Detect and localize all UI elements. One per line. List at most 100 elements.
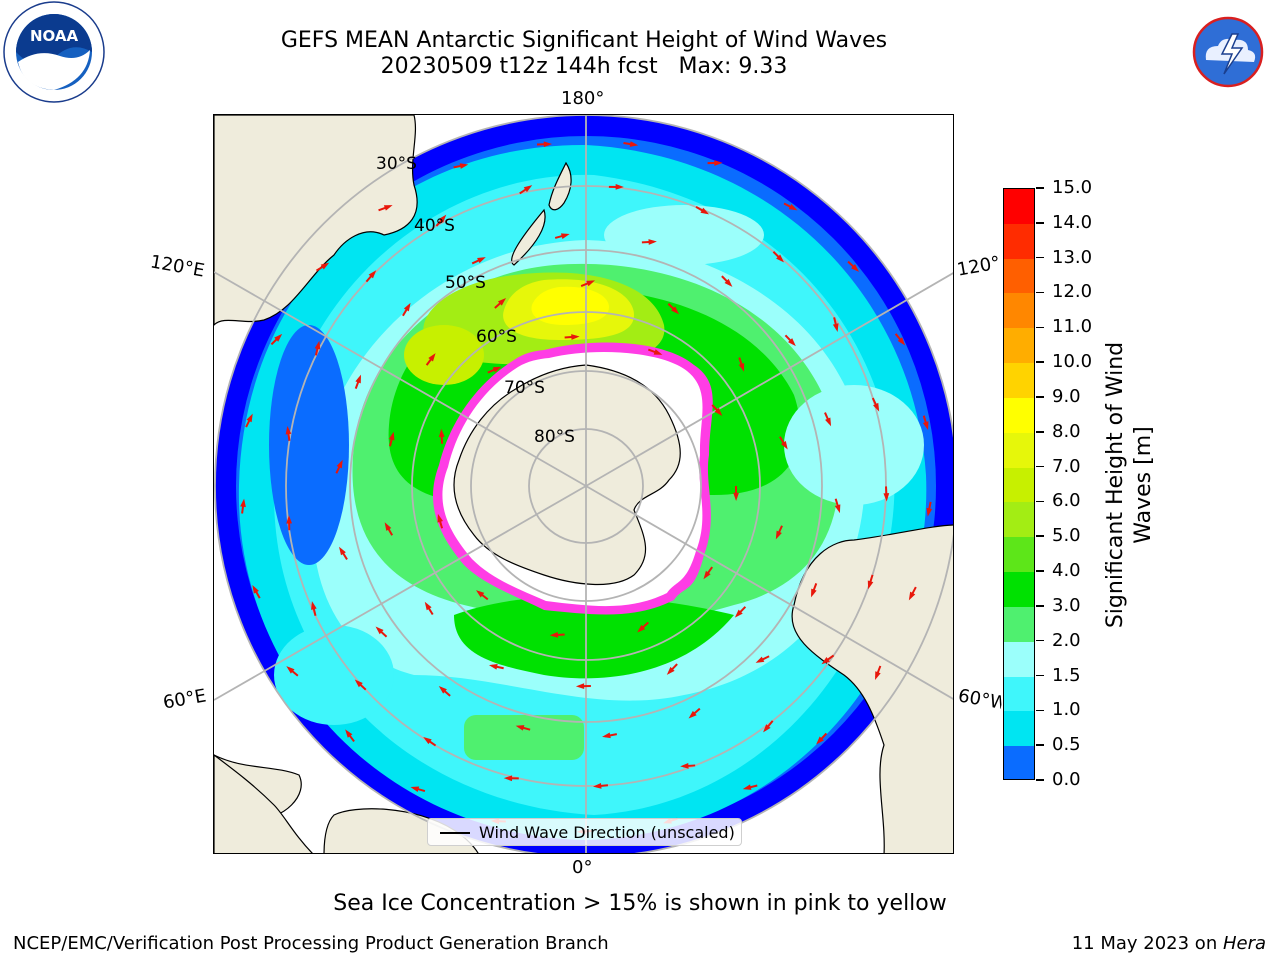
colorbar-segment: [1004, 676, 1034, 712]
colorbar-tick: [1036, 500, 1044, 503]
colorbar-tick: [1036, 570, 1044, 572]
colorbar-segment: [1004, 189, 1034, 225]
wind-wave-arrowhead: [714, 407, 723, 416]
colorbar-segment: [1004, 432, 1034, 469]
wind-wave-arrowhead: [571, 334, 580, 340]
colorbar: [1003, 188, 1035, 780]
colorbar-tick: [1036, 361, 1044, 363]
lon-label-120w: 120°W: [955, 252, 1003, 281]
colorbar-tick: [1036, 326, 1044, 329]
map-legend: Wind Wave Direction (unscaled): [427, 818, 742, 846]
wind-wave-arrowhead: [780, 440, 788, 450]
lat-label-50s: 50°S: [445, 273, 486, 293]
wind-wave-arrowhead: [575, 683, 585, 689]
colorbar-tick-label: 11.0: [1052, 316, 1093, 338]
colorbar-tick-label: 0.0: [1052, 769, 1081, 790]
sea-ice-note: Sea Ice Concentration > 15% is shown in …: [333, 891, 947, 916]
wind-wave-arrowhead: [240, 498, 246, 508]
colorbar-segment: [1004, 258, 1034, 295]
lat-label-70s: 70°S: [504, 378, 545, 398]
colorbar-tick: [1036, 605, 1044, 607]
wave-band-3m-patch: [464, 715, 584, 760]
wind-wave-arrowhead: [438, 428, 445, 438]
colorbar-tick-label: 1.0: [1052, 699, 1081, 721]
lon-label-120e: 120°E: [148, 251, 207, 282]
wind-wave-arrowhead: [775, 530, 782, 540]
wind-wave-arrowhead: [666, 666, 675, 675]
wind-wave-arrowhead: [734, 609, 743, 618]
colorbar-title: Significant Height of Wind Waves [m]: [1103, 341, 1156, 629]
colorbar-tick-label: 8.0: [1052, 420, 1081, 442]
wind-wave-arrowhead: [629, 141, 639, 147]
wind-wave-arrows: [240, 141, 933, 835]
wind-wave-arrowhead: [403, 302, 411, 312]
wind-wave-arrowhead: [922, 421, 929, 431]
colorbar-tick-label: 2.0: [1052, 629, 1081, 651]
lat-label-80s: 80°S: [534, 427, 575, 447]
wind-wave-arrowhead: [339, 546, 346, 556]
colorbar-tick: [1036, 465, 1044, 468]
wind-wave-arrowhead: [680, 763, 689, 769]
map-subtitle: 20230509 t12z 144h fcst Max: 9.33: [380, 54, 788, 79]
colorbar-tick: [1036, 431, 1044, 433]
wind-wave-arrowhead: [602, 732, 611, 739]
colorbar-tick-label: 6.0: [1052, 490, 1081, 512]
wind-wave-arrowhead: [714, 160, 723, 166]
colorbar-tick: [1036, 256, 1044, 259]
wind-wave-arrowhead: [825, 417, 832, 427]
wind-wave-arrowhead: [811, 588, 817, 598]
lon-label-180: 180°: [561, 88, 605, 109]
wind-wave-arrowhead: [549, 632, 559, 638]
colorbar-tick-label: 15.0: [1052, 177, 1093, 198]
colorbar-segment: [1004, 223, 1034, 260]
wind-wave-arrowhead: [492, 366, 502, 373]
colorbar-tick-label: 13.0: [1052, 246, 1093, 268]
wind-wave-arrowhead: [688, 710, 697, 719]
colorbar-segment: [1004, 363, 1034, 399]
wind-wave-arrowhead: [755, 656, 765, 663]
noaa-logo: NOAA: [3, 1, 105, 103]
colorbar-tick-label: 5.0: [1052, 525, 1081, 547]
wind-wave-arrowhead: [875, 671, 881, 680]
colorbar-segment: [1004, 502, 1034, 538]
wind-wave-arrowhead: [926, 507, 933, 517]
lat-label-40s: 40°S: [414, 216, 455, 236]
south-america-land: [791, 524, 953, 853]
wind-wave-arrowhead: [438, 214, 447, 223]
wind-wave-arrowhead: [274, 333, 283, 342]
map-title: GEFS MEAN Antarctic Significant Height o…: [280, 28, 888, 53]
wind-wave-arrowhead: [523, 185, 533, 193]
colorbar-tick-label: 9.0: [1052, 385, 1081, 407]
wind-wave-arrowhead: [428, 353, 436, 362]
wind-wave-arrowhead: [355, 374, 361, 384]
wind-wave-arrowhead: [821, 657, 830, 665]
wind-wave-arrowhead: [832, 323, 839, 332]
graticule: [214, 115, 953, 853]
svg-text:NOAA: NOAA: [30, 27, 79, 45]
colorbar-tick: [1036, 709, 1044, 712]
wind-wave-arrowhead: [497, 297, 507, 306]
polar-map: 30°S 40°S 50°S 60°S 70°S 80°S: [214, 115, 953, 853]
wind-wave-arrowhead: [375, 626, 384, 635]
wind-wave-arrowhead: [252, 585, 259, 594]
wind-wave-arrowhead: [671, 306, 680, 315]
wind-wave-arrowhead: [738, 363, 745, 372]
colorbar-tick: [1036, 396, 1044, 398]
colorbar-tick: [1036, 744, 1044, 746]
legend-line-icon: [440, 832, 470, 834]
colorbar-tick: [1036, 674, 1044, 677]
wind-wave-arrowhead: [345, 729, 353, 738]
wind-wave-arrowhead: [515, 725, 525, 731]
wind-wave-arrowhead: [286, 515, 292, 524]
wind-wave-arrowhead: [851, 264, 860, 272]
wind-wave-arrowhead: [867, 580, 874, 590]
wind-wave-arrowhead: [410, 786, 420, 793]
wind-wave-arrowhead: [488, 664, 498, 670]
lon-label-60w: 60°W: [956, 685, 1004, 714]
lon-label-0: 0°: [572, 857, 593, 878]
wind-wave-arrowhead: [354, 679, 363, 688]
wind-wave-arrowhead: [476, 590, 485, 598]
colorbar-tick-label: 12.0: [1052, 281, 1093, 303]
wind-wave-arrowhead: [615, 184, 624, 190]
colorbar-segment: [1004, 641, 1034, 678]
